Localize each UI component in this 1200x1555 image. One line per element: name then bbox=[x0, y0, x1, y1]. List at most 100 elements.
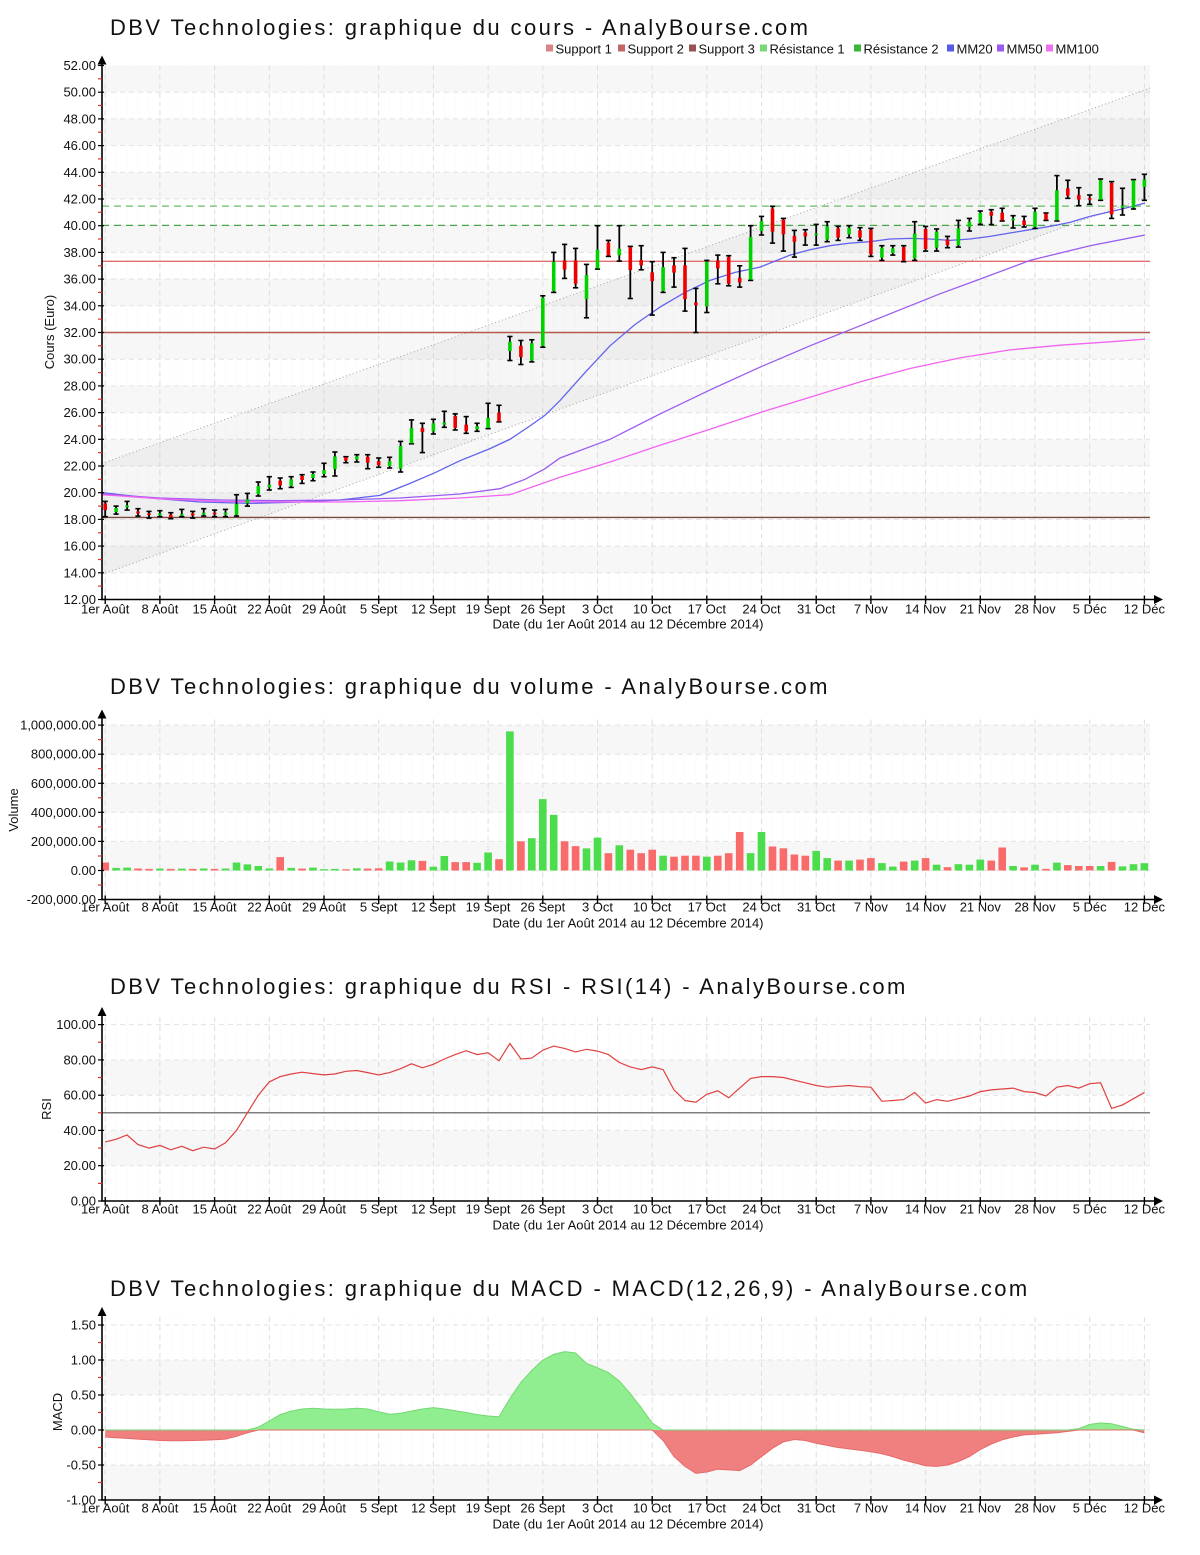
svg-text:10 Oct: 10 Oct bbox=[633, 602, 672, 617]
svg-text:19 Sept: 19 Sept bbox=[466, 1202, 511, 1217]
svg-text:16.00: 16.00 bbox=[63, 539, 96, 554]
svg-text:800,000.00: 800,000.00 bbox=[31, 747, 96, 762]
svg-text:26 Sept: 26 Sept bbox=[520, 602, 565, 617]
svg-text:32.00: 32.00 bbox=[63, 325, 96, 340]
svg-text:30.00: 30.00 bbox=[63, 352, 96, 367]
svg-text:24 Oct: 24 Oct bbox=[742, 900, 781, 915]
svg-text:5 Sept: 5 Sept bbox=[360, 1202, 398, 1217]
svg-text:24 Oct: 24 Oct bbox=[742, 602, 781, 617]
svg-text:7 Nov: 7 Nov bbox=[854, 1202, 888, 1217]
svg-text:28 Nov: 28 Nov bbox=[1014, 602, 1056, 617]
svg-text:5 Sept: 5 Sept bbox=[360, 1501, 398, 1516]
svg-text:40.00: 40.00 bbox=[63, 1123, 96, 1138]
svg-text:21 Nov: 21 Nov bbox=[960, 1202, 1002, 1217]
svg-text:DBV Technologies: graphique du: DBV Technologies: graphique du RSI - RSI… bbox=[110, 974, 908, 999]
svg-text:15 Août: 15 Août bbox=[193, 900, 237, 915]
svg-text:Résistance 2: Résistance 2 bbox=[864, 42, 939, 57]
svg-text:20.00: 20.00 bbox=[63, 1158, 96, 1173]
svg-text:29 Août: 29 Août bbox=[302, 1501, 346, 1516]
svg-text:Date (du 1er Août 2014 au 12 D: Date (du 1er Août 2014 au 12 Décembre 20… bbox=[492, 617, 763, 632]
svg-text:34.00: 34.00 bbox=[63, 298, 96, 313]
svg-text:1er Août: 1er Août bbox=[81, 1501, 130, 1516]
svg-text:MACD: MACD bbox=[50, 1393, 65, 1431]
svg-text:5 Déc: 5 Déc bbox=[1073, 900, 1107, 915]
svg-text:MM50: MM50 bbox=[1007, 42, 1043, 57]
svg-text:MM100: MM100 bbox=[1056, 42, 1099, 57]
svg-text:22 Août: 22 Août bbox=[247, 1202, 291, 1217]
svg-text:24.00: 24.00 bbox=[63, 432, 96, 447]
svg-text:22 Août: 22 Août bbox=[247, 900, 291, 915]
svg-text:50.00: 50.00 bbox=[63, 85, 96, 100]
svg-text:1er Août: 1er Août bbox=[81, 900, 130, 915]
svg-text:-0.50: -0.50 bbox=[66, 1458, 96, 1473]
svg-text:0.00: 0.00 bbox=[71, 1423, 96, 1438]
svg-text:12 Sept: 12 Sept bbox=[411, 1501, 456, 1516]
svg-text:42.00: 42.00 bbox=[63, 192, 96, 207]
svg-text:Volume: Volume bbox=[6, 788, 21, 831]
svg-text:600,000.00: 600,000.00 bbox=[31, 776, 96, 791]
svg-text:MM20: MM20 bbox=[957, 42, 993, 57]
svg-text:12 Sept: 12 Sept bbox=[411, 900, 456, 915]
svg-text:Date (du 1er Août 2014 au 12 D: Date (du 1er Août 2014 au 12 Décembre 20… bbox=[492, 1218, 763, 1233]
svg-text:40.00: 40.00 bbox=[63, 218, 96, 233]
svg-text:15 Août: 15 Août bbox=[193, 1202, 237, 1217]
svg-text:12 Déc: 12 Déc bbox=[1124, 1501, 1166, 1516]
svg-text:5 Déc: 5 Déc bbox=[1073, 1202, 1107, 1217]
svg-text:28 Nov: 28 Nov bbox=[1014, 1501, 1056, 1516]
svg-text:28 Nov: 28 Nov bbox=[1014, 900, 1056, 915]
svg-text:17 Oct: 17 Oct bbox=[688, 1501, 727, 1516]
svg-text:28 Nov: 28 Nov bbox=[1014, 1202, 1056, 1217]
svg-text:17 Oct: 17 Oct bbox=[688, 1202, 727, 1217]
svg-text:14.00: 14.00 bbox=[63, 565, 96, 580]
svg-text:Résistance 1: Résistance 1 bbox=[770, 42, 845, 57]
svg-text:DBV Technologies: graphique du: DBV Technologies: graphique du cours - A… bbox=[110, 15, 810, 40]
svg-text:8 Août: 8 Août bbox=[141, 1501, 178, 1516]
svg-text:-1.00: -1.00 bbox=[66, 1493, 96, 1508]
svg-text:5 Déc: 5 Déc bbox=[1073, 602, 1107, 617]
svg-text:22.00: 22.00 bbox=[63, 459, 96, 474]
svg-text:19 Sept: 19 Sept bbox=[466, 1501, 511, 1516]
svg-text:-200,000.00: -200,000.00 bbox=[27, 892, 96, 907]
svg-text:1,000,000.00: 1,000,000.00 bbox=[20, 718, 96, 733]
svg-text:5 Sept: 5 Sept bbox=[360, 900, 398, 915]
svg-text:1.50: 1.50 bbox=[71, 1318, 96, 1333]
svg-text:12 Déc: 12 Déc bbox=[1124, 602, 1166, 617]
svg-text:RSI: RSI bbox=[39, 1098, 54, 1120]
svg-text:17 Oct: 17 Oct bbox=[688, 900, 727, 915]
svg-text:DBV Technologies: graphique du: DBV Technologies: graphique du volume - … bbox=[110, 674, 830, 699]
svg-text:26 Sept: 26 Sept bbox=[520, 1202, 565, 1217]
svg-text:400,000.00: 400,000.00 bbox=[31, 805, 96, 820]
svg-text:26 Sept: 26 Sept bbox=[520, 900, 565, 915]
svg-text:8 Août: 8 Août bbox=[141, 1202, 178, 1217]
svg-text:20.00: 20.00 bbox=[63, 485, 96, 500]
svg-text:17 Oct: 17 Oct bbox=[688, 602, 727, 617]
svg-text:29 Août: 29 Août bbox=[302, 900, 346, 915]
svg-text:Date (du 1er Août 2014 au 12 D: Date (du 1er Août 2014 au 12 Décembre 20… bbox=[492, 916, 763, 931]
svg-text:48.00: 48.00 bbox=[63, 111, 96, 126]
svg-text:28.00: 28.00 bbox=[63, 378, 96, 393]
svg-text:7 Nov: 7 Nov bbox=[854, 602, 888, 617]
svg-text:14 Nov: 14 Nov bbox=[905, 602, 947, 617]
svg-text:Support 2: Support 2 bbox=[628, 42, 684, 57]
svg-text:19 Sept: 19 Sept bbox=[466, 900, 511, 915]
svg-text:3 Oct: 3 Oct bbox=[582, 1202, 613, 1217]
svg-text:31 Oct: 31 Oct bbox=[797, 1501, 836, 1516]
svg-text:Date (du 1er Août 2014 au 12 D: Date (du 1er Août 2014 au 12 Décembre 20… bbox=[492, 1517, 763, 1532]
svg-text:14 Nov: 14 Nov bbox=[905, 1202, 947, 1217]
svg-text:10 Oct: 10 Oct bbox=[633, 900, 672, 915]
svg-text:200,000.00: 200,000.00 bbox=[31, 834, 96, 849]
svg-text:12 Déc: 12 Déc bbox=[1124, 900, 1166, 915]
svg-text:38.00: 38.00 bbox=[63, 245, 96, 260]
svg-text:22 Août: 22 Août bbox=[247, 1501, 291, 1516]
svg-text:1er Août: 1er Août bbox=[81, 602, 130, 617]
svg-text:29 Août: 29 Août bbox=[302, 602, 346, 617]
svg-text:14 Nov: 14 Nov bbox=[905, 900, 947, 915]
svg-text:15 Août: 15 Août bbox=[193, 1501, 237, 1516]
svg-text:Support 1: Support 1 bbox=[556, 42, 612, 57]
svg-text:1.00: 1.00 bbox=[71, 1353, 96, 1368]
svg-text:100.00: 100.00 bbox=[56, 1017, 96, 1032]
svg-text:Cours (Euro): Cours (Euro) bbox=[42, 295, 57, 369]
svg-text:18.00: 18.00 bbox=[63, 512, 96, 527]
svg-text:10 Oct: 10 Oct bbox=[633, 1501, 672, 1516]
svg-text:3 Oct: 3 Oct bbox=[582, 900, 613, 915]
